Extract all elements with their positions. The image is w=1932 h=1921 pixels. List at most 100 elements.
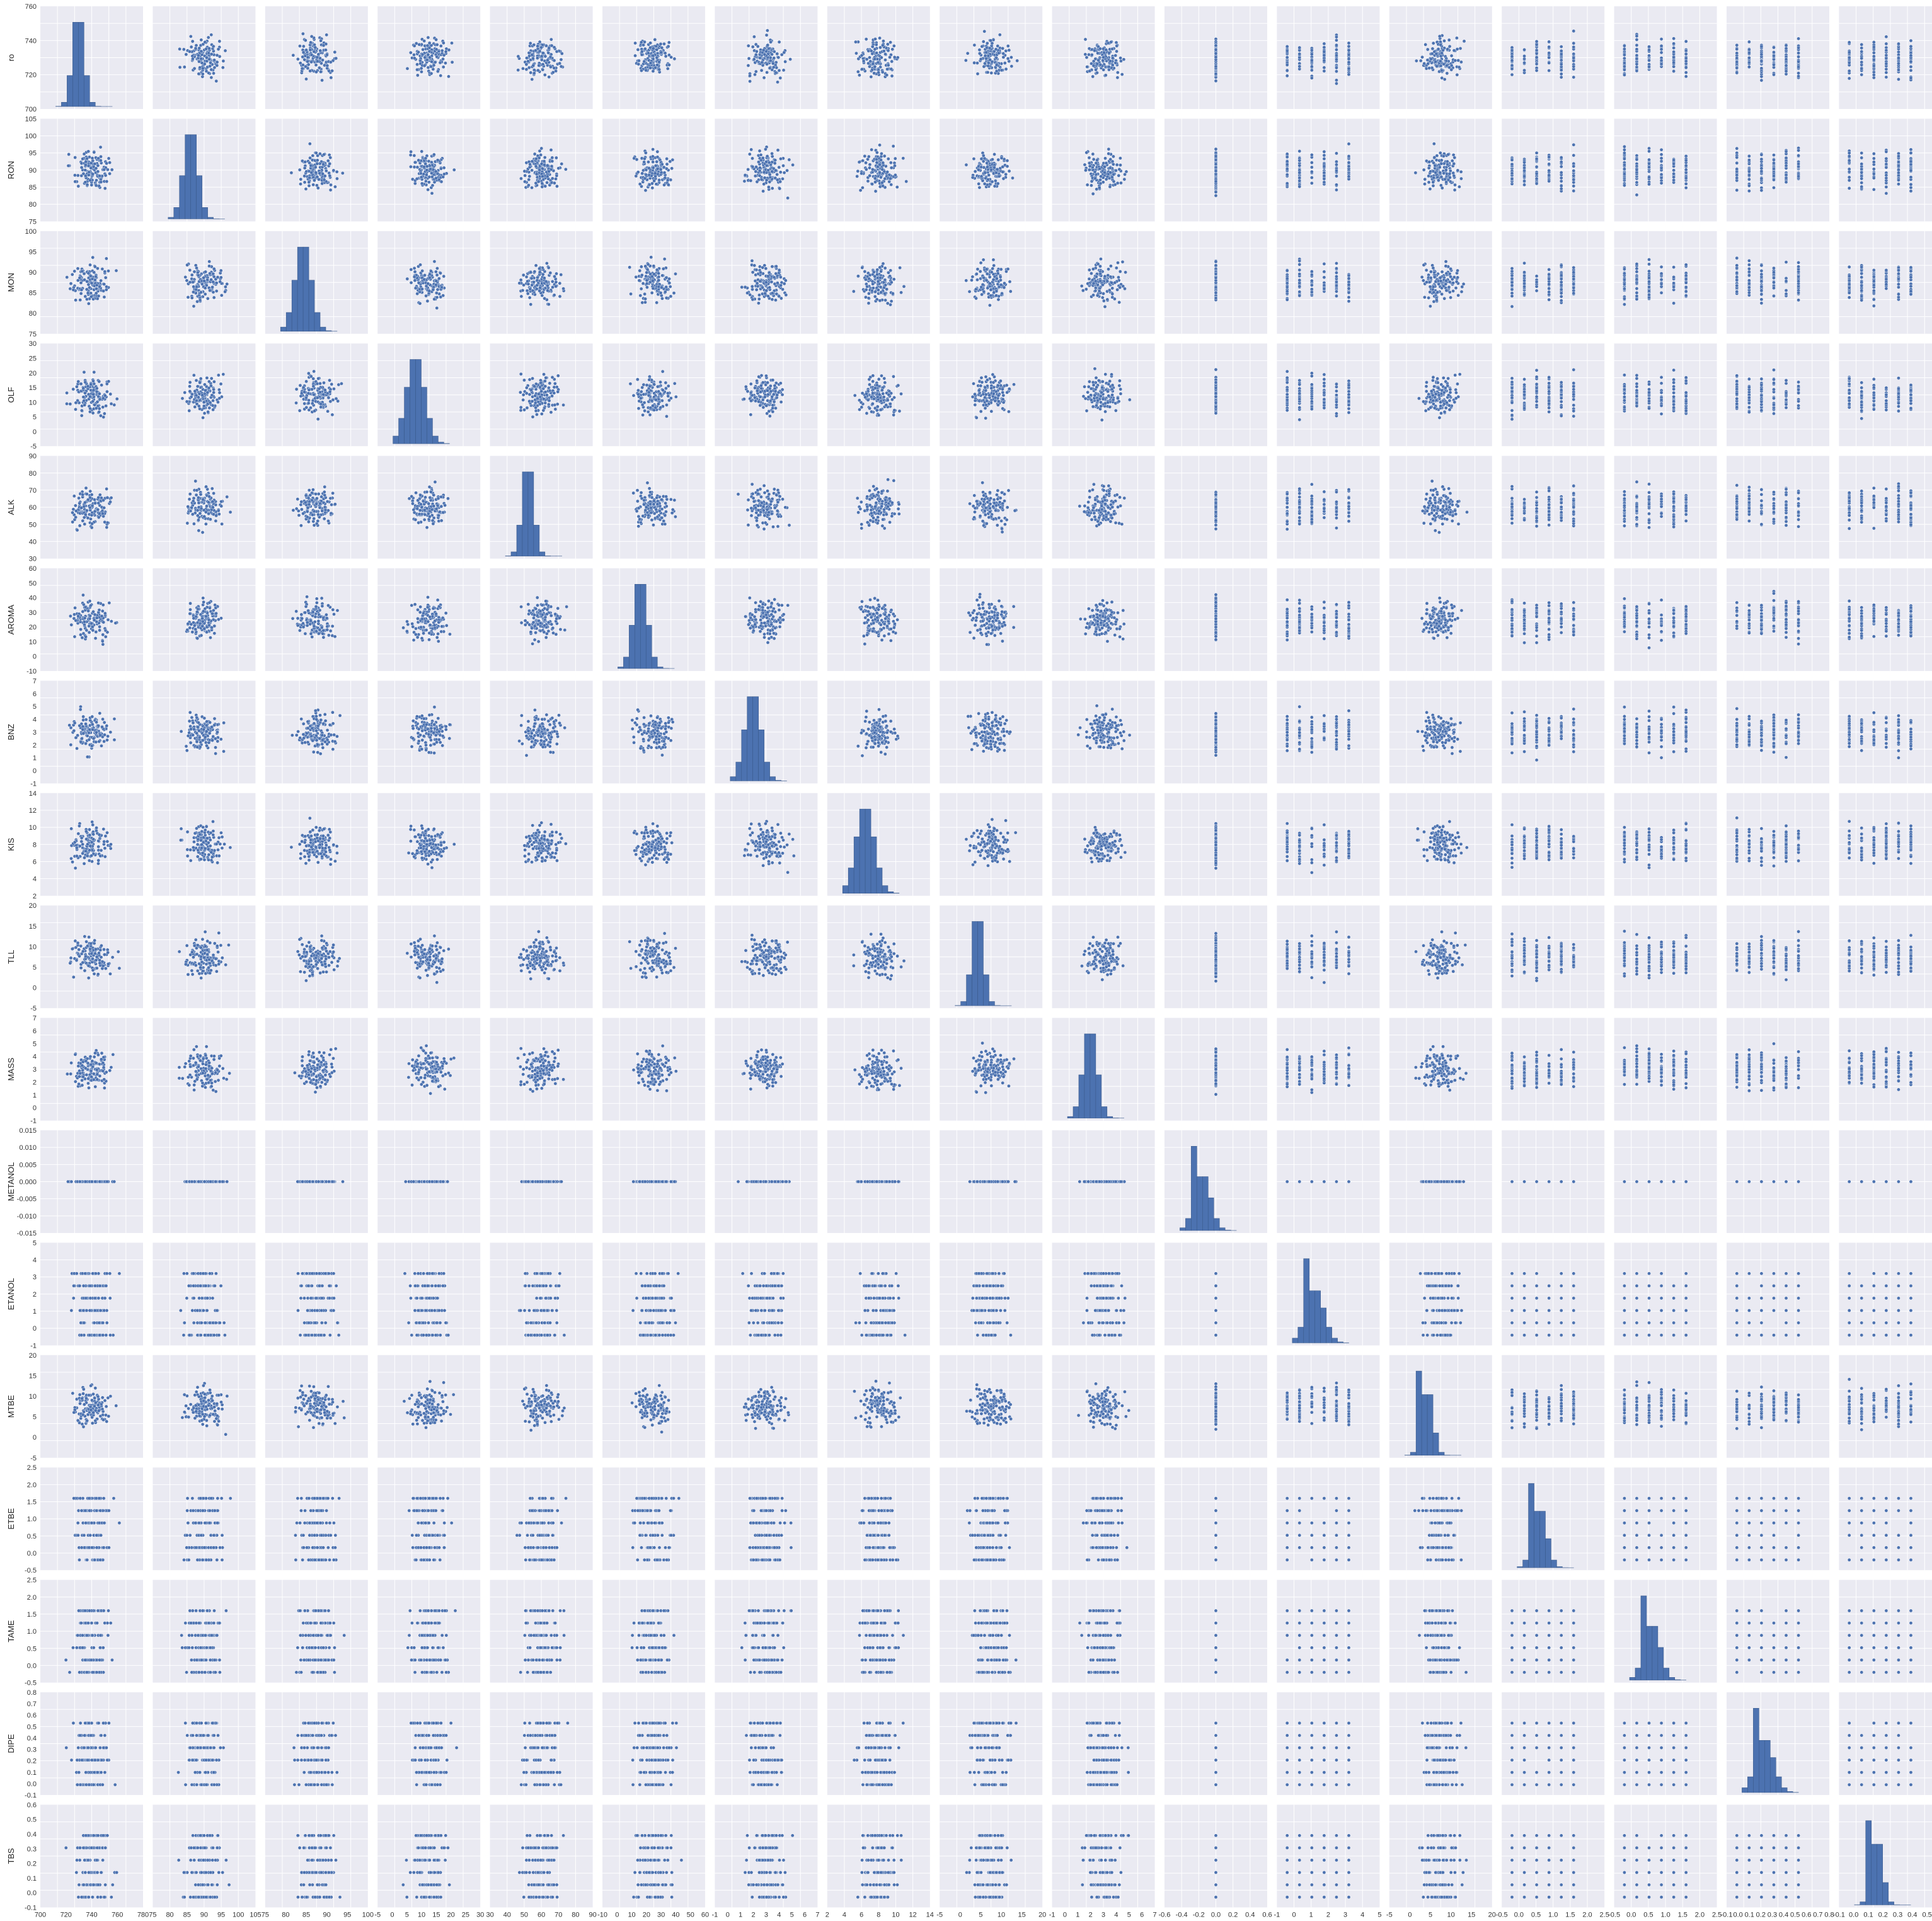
scatter-point: [984, 57, 987, 60]
scatter-point: [881, 168, 884, 171]
scatter-point: [1006, 44, 1009, 47]
scatter-point: [1004, 67, 1008, 71]
scatter-point: [1684, 57, 1688, 60]
scatter-point: [535, 173, 538, 176]
scatter-point: [548, 76, 551, 79]
scatter-point: [1088, 164, 1091, 168]
scatter-point: [641, 172, 644, 175]
panel-ro-vs-MON: [265, 6, 368, 109]
scatter-point: [651, 186, 654, 190]
scatter-point: [658, 68, 661, 71]
scatter-point: [554, 177, 557, 180]
scatter-point: [547, 170, 550, 173]
scatter-point: [1684, 71, 1688, 74]
scatter-point: [301, 55, 304, 59]
scatter-point: [1572, 56, 1575, 59]
scatter-point: [1095, 71, 1098, 74]
scatter-point: [858, 161, 861, 164]
scatter-point: [1347, 42, 1350, 45]
scatter-point: [1572, 52, 1575, 55]
scatter-point: [643, 157, 646, 160]
scatter-point: [201, 67, 204, 70]
scatter-point: [1848, 50, 1851, 54]
scatter-point: [1098, 47, 1101, 50]
scatter-point: [1660, 44, 1663, 47]
panel-RON-vs-MON: [265, 118, 368, 221]
scatter-point: [195, 43, 198, 47]
scatter-point: [418, 43, 421, 46]
scatter-point: [1214, 55, 1217, 59]
scatter-point: [88, 179, 91, 182]
scatter-point: [1109, 171, 1112, 174]
scatter-point: [1885, 67, 1888, 71]
scatter-point: [558, 62, 561, 65]
scatter-point: [1298, 65, 1301, 68]
scatter-point: [773, 50, 776, 53]
scatter-point: [1119, 59, 1122, 62]
scatter-point: [1785, 57, 1788, 60]
scatter-point: [1747, 40, 1751, 43]
scatter-point: [189, 35, 192, 38]
scatter-point: [982, 65, 986, 68]
scatter-point: [987, 61, 990, 64]
scatter-point: [534, 181, 538, 185]
scatter-point: [529, 42, 532, 45]
scatter-point: [1108, 51, 1111, 54]
scatter-point: [1684, 60, 1688, 63]
scatter-point: [778, 187, 781, 190]
scatter-point: [979, 57, 982, 60]
scatter-point: [423, 39, 426, 42]
scatter-point: [753, 73, 756, 76]
scatter-point: [975, 61, 979, 64]
scatter-point: [1105, 178, 1108, 181]
scatter-point: [1454, 59, 1457, 62]
hist-bar: [72, 22, 78, 106]
scatter-point: [1760, 67, 1763, 70]
scatter-point: [766, 43, 769, 47]
scatter-point: [551, 156, 554, 159]
scatter-point: [868, 174, 871, 177]
scatter-point: [439, 44, 442, 47]
scatter-point: [866, 180, 870, 183]
scatter-point: [314, 166, 317, 169]
scatter-point: [108, 172, 111, 175]
panel-ro-vs-METANOL: [1164, 6, 1267, 109]
scatter-point: [1335, 70, 1338, 73]
scatter-point: [1091, 152, 1095, 156]
scatter-point: [1535, 43, 1538, 46]
scatter-point: [1285, 55, 1289, 59]
panel-ro-vs-TLL: [940, 6, 1042, 109]
scatter-point: [1522, 54, 1526, 57]
scatter-point: [1091, 75, 1095, 78]
scatter-point: [665, 157, 669, 160]
scatter-point: [1885, 35, 1888, 38]
scatter-point: [1672, 50, 1676, 54]
scatter-point: [319, 70, 322, 73]
scatter-point: [988, 47, 991, 50]
scatter-point: [1772, 63, 1775, 66]
scatter-point: [560, 58, 563, 61]
scatter-point: [1872, 55, 1875, 58]
scatter-point: [1123, 173, 1126, 176]
scatter-point: [551, 159, 554, 163]
scatter-point: [1102, 68, 1105, 71]
scatter-point: [1885, 49, 1888, 52]
scatter-point: [442, 175, 445, 178]
scatter-point: [98, 175, 101, 178]
hist-bar: [78, 22, 84, 106]
scatter-point: [1760, 59, 1763, 62]
scatter-point: [779, 171, 782, 174]
panel-ro-vs-TAME: [1614, 6, 1717, 109]
scatter-point: [779, 157, 782, 160]
scatter-point: [527, 183, 530, 186]
scatter-point: [771, 186, 774, 190]
scatter-point: [428, 50, 431, 53]
scatter-point: [1885, 71, 1888, 74]
scatter-point: [1535, 40, 1538, 43]
scatter-point: [1872, 64, 1875, 67]
scatter-point: [1455, 37, 1458, 40]
scatter-point: [413, 154, 416, 157]
scatter-point: [331, 69, 334, 72]
scatter-point: [1118, 163, 1122, 166]
